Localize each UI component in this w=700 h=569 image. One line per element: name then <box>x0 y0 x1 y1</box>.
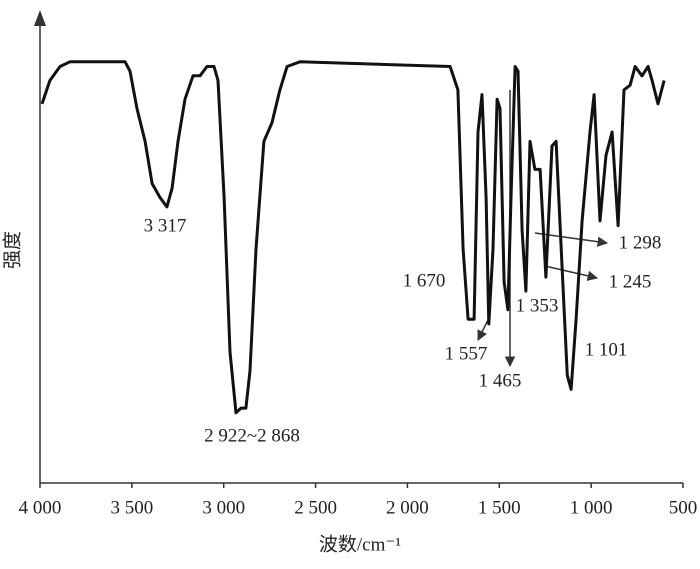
annotation: 1 557 <box>445 343 488 364</box>
x-tick-label: 3 000 <box>202 497 245 518</box>
annotation: 1 353 <box>516 295 559 316</box>
spectrum-line <box>40 60 666 415</box>
annotation-arrow <box>534 232 609 247</box>
annotation: 1 465 <box>479 370 522 391</box>
y-axis-arrow <box>34 10 46 26</box>
x-tick-label: 500 <box>669 497 698 518</box>
annotation-arrow <box>544 265 599 281</box>
annotation: 1 670 <box>403 270 446 291</box>
x-tick-label: 1 000 <box>570 497 613 518</box>
annotation: 1 298 <box>619 232 662 253</box>
annotation: 2 922~2 868 <box>204 425 300 446</box>
x-tick-label: 4 000 <box>19 497 62 518</box>
annotation: 3 317 <box>144 215 187 236</box>
x-tick-label: 1 500 <box>478 497 521 518</box>
x-axis-label: 波数/cm⁻¹ <box>319 533 402 555</box>
y-axis-label: 强度 <box>1 231 23 269</box>
annotation: 1 101 <box>585 339 628 360</box>
x-tick-label: 2 500 <box>294 497 337 518</box>
x-tick-label: 3 500 <box>110 497 153 518</box>
annotation: 1 245 <box>609 271 652 292</box>
x-tick-label: 2 000 <box>386 497 429 518</box>
